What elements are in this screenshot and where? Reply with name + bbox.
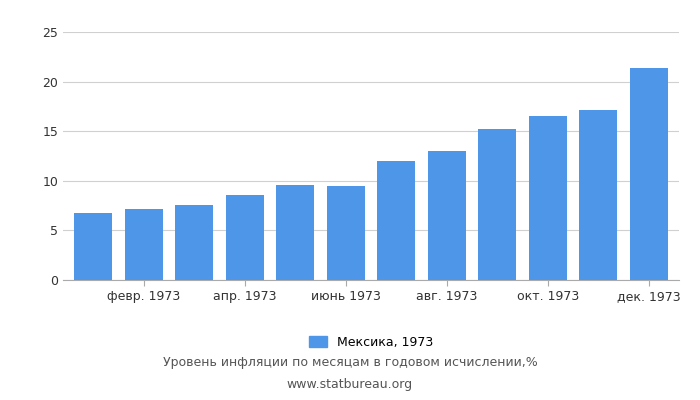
Bar — [175, 205, 214, 280]
Bar — [580, 110, 617, 280]
Bar — [630, 68, 668, 280]
Bar — [327, 186, 365, 280]
Bar — [428, 151, 466, 280]
Bar — [478, 129, 516, 280]
Bar — [528, 116, 567, 280]
Legend: Мексика, 1973: Мексика, 1973 — [304, 331, 438, 354]
Text: Уровень инфляции по месяцам в годовом исчислении,%: Уровень инфляции по месяцам в годовом ис… — [162, 356, 538, 369]
Bar — [276, 185, 314, 280]
Text: www.statbureau.org: www.statbureau.org — [287, 378, 413, 391]
Bar — [226, 195, 264, 280]
Bar — [377, 161, 415, 280]
Bar — [74, 212, 112, 280]
Bar — [125, 208, 162, 280]
